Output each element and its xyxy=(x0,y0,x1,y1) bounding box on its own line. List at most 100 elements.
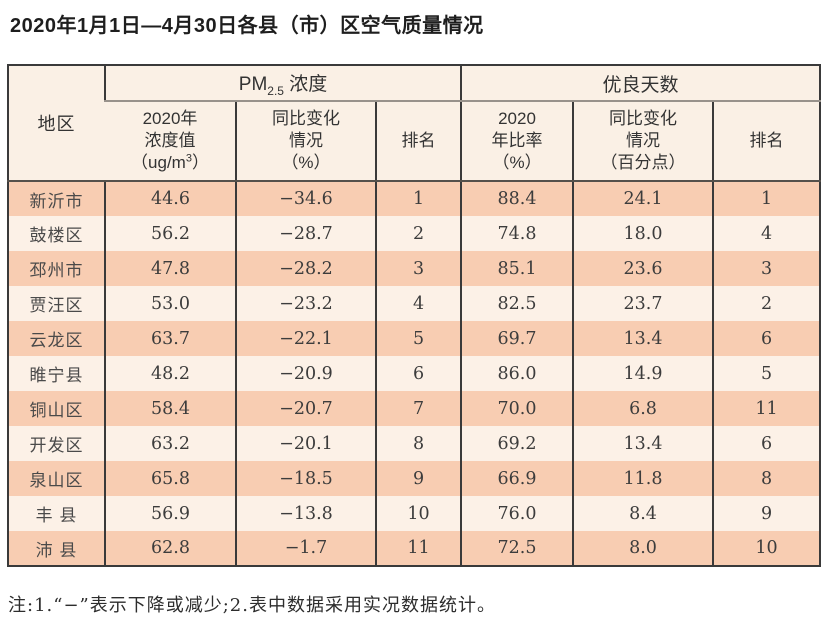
table-body: 新沂市 44.6 −34.6 1 88.4 24.1 1 鼓楼区 56.2 −28.7 2 74.8 1… xyxy=(8,181,821,566)
cell-pm-value: 47.8 xyxy=(104,251,236,286)
cell-pm-change: −23.2 xyxy=(235,286,376,321)
cell-days-change: 23.7 xyxy=(572,286,714,321)
cell-pm-rank: 5 xyxy=(374,321,462,356)
cell-days-rate: 76.0 xyxy=(460,496,574,531)
table-row: 贾汪区 53.0 −23.2 4 82.5 23.7 2 xyxy=(8,286,821,321)
cubic-superscript: 3 xyxy=(185,152,192,165)
cell-days-rank: 2 xyxy=(712,286,821,321)
cell-pm-change: −34.6 xyxy=(235,181,376,216)
cell-pm-value: 53.0 xyxy=(104,286,236,321)
table-row: 开发区 63.2 −20.1 8 69.2 13.4 6 xyxy=(8,426,821,461)
cell-region: 开发区 xyxy=(8,426,105,461)
cell-days-rate: 86.0 xyxy=(460,356,574,391)
cell-pm-change: −22.1 xyxy=(235,321,376,356)
cell-pm-value: 58.4 xyxy=(104,391,236,426)
pm25-label-suffix: 浓度 xyxy=(283,73,328,95)
cell-days-rank: 3 xyxy=(712,251,821,286)
air-quality-table: 地区 PM2.5 浓度 优良天数 2020年 浓度值 （ug/m3） 同比变化 情… xyxy=(7,64,822,567)
cell-days-rate: 69.7 xyxy=(460,321,574,356)
cell-pm-change: −20.1 xyxy=(235,426,376,461)
cell-days-change: 13.4 xyxy=(572,426,714,461)
cell-days-rate: 69.2 xyxy=(460,426,574,461)
table-row: 邳州市 47.8 −28.2 3 85.1 23.6 3 xyxy=(8,251,821,286)
cell-pm-value: 44.6 xyxy=(104,181,236,216)
cell-days-rate: 70.0 xyxy=(460,391,574,426)
cell-pm-change: −13.8 xyxy=(235,496,376,531)
cell-pm-change: −20.7 xyxy=(235,391,376,426)
cell-pm-change: −1.7 xyxy=(235,531,376,566)
cell-days-rank: 6 xyxy=(712,321,821,356)
cell-days-rank: 5 xyxy=(712,356,821,391)
cell-pm-rank: 9 xyxy=(374,461,462,496)
cell-pm-rank: 10 xyxy=(374,496,462,531)
pm-value-unit: （ug/m3） xyxy=(131,152,209,173)
header-group-pm25: PM2.5 浓度 xyxy=(103,65,462,102)
header-pm-change: 同比变化 情况 （%） xyxy=(235,101,376,182)
pm25-subscript: 2.5 xyxy=(267,83,284,98)
cell-pm-value: 48.2 xyxy=(104,356,236,391)
pm-value-lines: 2020年 浓度值 xyxy=(142,109,198,150)
cell-pm-value: 63.2 xyxy=(104,426,236,461)
pm25-label-prefix: PM xyxy=(238,73,268,95)
cell-pm-value: 63.7 xyxy=(104,321,236,356)
cell-days-change: 6.8 xyxy=(572,391,714,426)
table-row: 云龙区 63.7 −22.1 5 69.7 13.4 6 xyxy=(8,321,821,356)
cell-pm-rank: 7 xyxy=(374,391,462,426)
cell-region: 铜山区 xyxy=(8,391,105,426)
cell-days-change: 8.4 xyxy=(572,496,714,531)
cell-pm-change: −18.5 xyxy=(235,461,376,496)
cell-pm-value: 62.8 xyxy=(104,531,236,566)
cell-days-change: 8.0 xyxy=(572,531,714,566)
cell-region: 云龙区 xyxy=(8,321,105,356)
cell-days-rate: 82.5 xyxy=(460,286,574,321)
cell-pm-value: 65.8 xyxy=(104,461,236,496)
header-pm-value: 2020年 浓度值 （ug/m3） xyxy=(105,101,236,182)
cell-days-change: 13.4 xyxy=(572,321,714,356)
header-pm-rank: 排名 xyxy=(374,101,462,182)
table-row: 睢宁县 48.2 −20.9 6 86.0 14.9 5 xyxy=(8,356,821,391)
cell-region: 泉山区 xyxy=(8,461,105,496)
header-region: 地区 xyxy=(8,65,105,182)
cell-pm-rank: 3 xyxy=(374,251,462,286)
cell-days-rank: 1 xyxy=(712,181,821,216)
header-days-rate: 2020 年比率 （%） xyxy=(460,101,574,182)
footnote: 注:1.“−”表示下降或减少;2.表中数据采用实况数据统计。 xyxy=(8,595,496,616)
cell-region: 邳州市 xyxy=(8,251,105,286)
table-row: 丰 县 56.9 −13.8 10 76.0 8.4 9 xyxy=(8,496,821,531)
cell-pm-rank: 1 xyxy=(374,181,462,216)
header-group-row: 地区 PM2.5 浓度 优良天数 xyxy=(8,65,821,182)
cell-days-rank: 10 xyxy=(712,531,821,566)
cell-pm-value: 56.9 xyxy=(104,496,236,531)
header-days-rank: 排名 xyxy=(712,101,821,182)
cell-region: 睢宁县 xyxy=(8,356,105,391)
cell-pm-value: 56.2 xyxy=(104,216,236,251)
cell-pm-rank: 11 xyxy=(374,531,462,566)
table-row: 铜山区 58.4 −20.7 7 70.0 6.8 11 xyxy=(8,391,821,426)
cell-days-rate: 85.1 xyxy=(460,251,574,286)
cell-days-rank: 11 xyxy=(712,391,821,426)
cell-days-rank: 9 xyxy=(712,496,821,531)
cell-days-rate: 72.5 xyxy=(460,531,574,566)
table-row: 新沂市 44.6 −34.6 1 88.4 24.1 1 xyxy=(8,181,821,216)
cell-pm-rank: 2 xyxy=(374,216,462,251)
header-group-good-days: 优良天数 xyxy=(460,65,821,102)
cell-pm-change: −28.7 xyxy=(235,216,376,251)
cell-region: 丰 县 xyxy=(8,496,105,531)
table-header: 地区 PM2.5 浓度 优良天数 2020年 浓度值 （ug/m3） 同比变化 情… xyxy=(8,65,821,182)
cell-region: 贾汪区 xyxy=(8,286,105,321)
cell-days-rank: 8 xyxy=(712,461,821,496)
table-row: 沛 县 62.8 −1.7 11 72.5 8.0 10 xyxy=(8,531,821,566)
cell-days-change: 11.8 xyxy=(572,461,714,496)
header-sub-row: 2020年 浓度值 （ug/m3） 同比变化 情况 （%） 排名 2020 年比率… xyxy=(8,101,821,182)
cell-days-rank: 4 xyxy=(712,216,821,251)
cell-region: 新沂市 xyxy=(8,181,105,216)
cell-days-change: 14.9 xyxy=(572,356,714,391)
cell-pm-change: −28.2 xyxy=(235,251,376,286)
table-row: 泉山区 65.8 −18.5 9 66.9 11.8 8 xyxy=(8,461,821,496)
cell-pm-change: −20.9 xyxy=(235,356,376,391)
cell-days-change: 18.0 xyxy=(572,216,714,251)
page-title: 2020年1月1日—4月30日各县（市）区空气质量情况 xyxy=(10,15,484,37)
cell-pm-rank: 6 xyxy=(374,356,462,391)
cell-days-rate: 74.8 xyxy=(460,216,574,251)
table-row: 鼓楼区 56.2 −28.7 2 74.8 18.0 4 xyxy=(8,216,821,251)
